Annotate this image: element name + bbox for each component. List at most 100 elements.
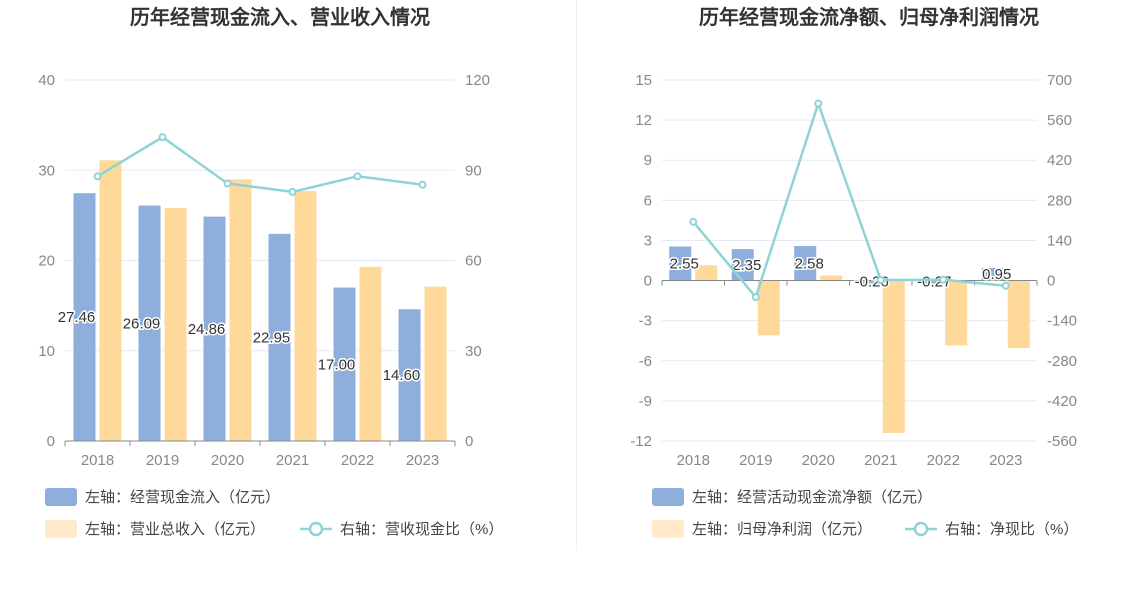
cash-bar xyxy=(669,246,692,281)
bar-value-label: 24.86 xyxy=(188,321,226,338)
cash-bar xyxy=(398,309,421,441)
legend-label-revenue: 左轴：营业总收入（亿元） xyxy=(85,521,265,538)
ratio-point xyxy=(353,172,362,181)
chart-panel-cash-inflow-revenue: 历年经营现金流入、营业收入情况 0 0 10 30 20 60 30 90 40 120 2018 2… xyxy=(38,5,503,538)
bar-value-label: 26.09 xyxy=(123,315,161,332)
revenue-bar xyxy=(820,275,843,281)
legend-label-ratio: 右轴：净现比（%） xyxy=(945,521,1078,538)
ratio-point xyxy=(158,133,167,142)
x-axis-category-label: 2021 xyxy=(864,452,897,469)
ratio-point xyxy=(751,293,760,302)
right-axis-tick-label: -420 xyxy=(1047,393,1077,410)
panel-divider xyxy=(576,0,577,550)
right-axis-tick-label: 700 xyxy=(1047,72,1072,89)
left-axis-tick-label: -9 xyxy=(639,393,652,410)
right-axis-tick-label: 420 xyxy=(1047,152,1072,169)
left-axis-tick-label: -6 xyxy=(639,353,652,370)
legend-swatch-cash xyxy=(652,488,684,506)
bar-value-label: 2.58 xyxy=(795,255,824,272)
right-axis-tick-label: 60 xyxy=(465,253,482,270)
x-axis-category-label: 2019 xyxy=(739,452,772,469)
legend-label-ratio: 右轴：营收现金比（%） xyxy=(340,521,503,538)
revenue-bar xyxy=(424,286,447,441)
bar-value-label: 0.95 xyxy=(982,266,1011,283)
x-axis-category-label: 2023 xyxy=(989,452,1022,469)
legend-label-cash: 左轴：经营活动现金流净额（亿元） xyxy=(692,489,932,506)
left-axis-tick-label: 6 xyxy=(644,192,652,209)
ratio-point xyxy=(418,180,427,189)
x-axis-category-label: 2018 xyxy=(81,452,114,469)
left-axis-tick-label: 30 xyxy=(38,162,55,179)
x-axis-category-label: 2023 xyxy=(406,452,439,469)
left-axis-tick-label: 9 xyxy=(644,152,652,169)
bar-value-label: 22.95 xyxy=(253,329,291,346)
cash-bar xyxy=(794,246,817,281)
revenue-bar xyxy=(945,280,968,346)
legend-swatch-ratio-point xyxy=(913,521,929,537)
right-axis-tick-label: 0 xyxy=(465,433,473,450)
right-axis-tick-label: 0 xyxy=(1047,273,1055,290)
chart-cash-inflow-revenue: 历年经营现金流入、营业收入情况 0 0 10 30 20 60 30 90 40 120 2018 2… xyxy=(38,5,503,538)
right-axis-tick-label: -140 xyxy=(1047,313,1077,330)
right-axis-tick-label: 90 xyxy=(465,162,482,179)
revenue-bar xyxy=(695,265,718,281)
x-axis-category-label: 2022 xyxy=(341,452,374,469)
x-axis-category-label: 2022 xyxy=(927,452,960,469)
cash-bar xyxy=(856,280,879,285)
ratio-line xyxy=(692,99,1006,300)
ratio-line xyxy=(96,135,423,194)
left-axis-tick-label: 12 xyxy=(635,112,652,129)
left-axis-tick-label: 0 xyxy=(47,433,55,450)
cash-bar xyxy=(919,280,942,285)
ratio-point xyxy=(689,217,698,226)
x-axis-category-label: 2020 xyxy=(211,452,244,469)
left-axis-tick-label: 3 xyxy=(644,232,652,249)
revenue-bar xyxy=(359,266,382,441)
revenue-bar xyxy=(882,280,905,433)
chart-panel-net-cash-profit: 历年经营现金流净额、归母净利润情况 -12 -560 -9 -420 -6 -280 -3 -… xyxy=(577,0,1148,589)
revenue-bar xyxy=(164,208,187,441)
bar-value-label: 27.46 xyxy=(58,309,96,326)
left-axis-tick-label: -12 xyxy=(630,433,652,450)
cash-bar xyxy=(203,216,226,441)
right-axis-tick-label: 30 xyxy=(465,343,482,360)
legend-label-revenue: 左轴：归母净利润（亿元） xyxy=(692,521,872,538)
chart-title: 历年经营现金流入、营业收入情况 xyxy=(130,5,430,29)
legend-swatch-revenue xyxy=(652,520,684,538)
ratio-point xyxy=(223,179,232,188)
ratio-point xyxy=(93,172,102,181)
right-axis-tick-label: 120 xyxy=(465,72,490,89)
cash-bar xyxy=(731,249,754,281)
x-axis-category-label: 2018 xyxy=(677,452,710,469)
left-axis-tick-label: 0 xyxy=(644,273,652,290)
right-axis-tick-label: 280 xyxy=(1047,192,1072,209)
cash-bar xyxy=(333,287,356,441)
left-axis-tick-label: 40 xyxy=(38,72,55,89)
revenue-bar xyxy=(1007,280,1030,349)
bar-value-label: 2.55 xyxy=(670,256,699,273)
left-axis-tick-label: 20 xyxy=(38,253,55,270)
ratio-point xyxy=(288,187,297,196)
chart-net-cash-profit: 历年经营现金流净额、归母净利润情况 -12 -560 -9 -420 -6 -280 -3 -… xyxy=(630,5,1078,538)
legend-swatch-ratio-point xyxy=(308,521,324,537)
x-axis-category-label: 2020 xyxy=(802,452,835,469)
ratio-point xyxy=(876,275,885,284)
bar-value-label: 2.35 xyxy=(732,257,761,274)
bar-value-label: 14.60 xyxy=(383,367,421,384)
x-axis-category-label: 2019 xyxy=(146,452,179,469)
revenue-bar xyxy=(757,280,780,336)
legend-swatch-cash xyxy=(45,488,77,506)
chart-title: 历年经营现金流净额、归母净利润情况 xyxy=(699,5,1039,29)
cash-bar xyxy=(73,193,96,441)
right-axis-tick-label: -280 xyxy=(1047,353,1077,370)
right-axis-tick-label: -560 xyxy=(1047,433,1077,450)
cash-bar xyxy=(268,233,291,441)
left-axis-tick-label: 15 xyxy=(635,72,652,89)
bar-value-label: 17.00 xyxy=(318,356,356,373)
left-axis-tick-label: -3 xyxy=(639,313,652,330)
ratio-point xyxy=(814,99,823,108)
revenue-bar xyxy=(99,160,122,441)
legend-label-cash: 左轴：经营现金流入（亿元） xyxy=(85,489,280,506)
cash-bar xyxy=(981,267,1004,281)
ratio-point xyxy=(1001,281,1010,290)
